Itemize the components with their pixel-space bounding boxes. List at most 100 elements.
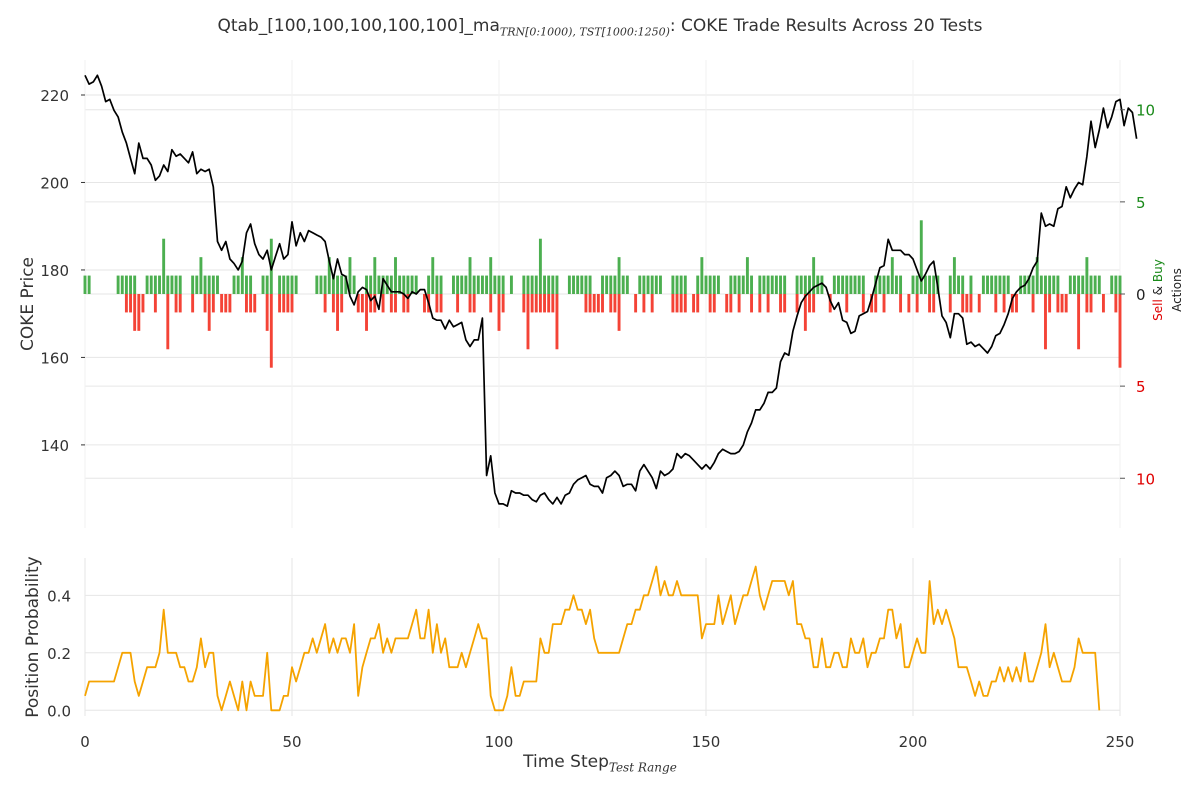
buy-bar [762, 275, 766, 294]
buy-bar [1097, 275, 1101, 294]
sell-bar [642, 294, 646, 313]
buy-bar [882, 275, 886, 294]
sell-bar [828, 294, 832, 313]
sell-bar [1077, 294, 1081, 350]
buy-bar [654, 275, 658, 294]
buy-bar [87, 275, 91, 294]
sell-bar [369, 294, 373, 313]
buy-bar [621, 275, 625, 294]
buy-bar [642, 275, 646, 294]
buy-bar [923, 275, 927, 294]
buy-bar [675, 275, 679, 294]
buy-bar [265, 275, 269, 294]
sell-bar [977, 294, 981, 313]
sell-bar [812, 294, 816, 313]
buy-bar [547, 275, 551, 294]
buy-bar [249, 275, 253, 294]
buy-bar [679, 275, 683, 294]
buy-bar [1039, 275, 1043, 294]
sell-bar [141, 294, 145, 313]
buy-bar [538, 238, 542, 294]
buy-bar [981, 275, 985, 294]
sell-bar [803, 294, 807, 331]
buy-bar [203, 275, 207, 294]
sell-bar [1089, 294, 1093, 313]
sell-bar [220, 294, 224, 313]
sell-bar [265, 294, 269, 331]
sell-bar [137, 294, 141, 331]
buy-bar [340, 275, 344, 294]
buy-bar [211, 275, 215, 294]
buy-bar [1019, 275, 1023, 294]
buy-bar [605, 275, 609, 294]
sell-bar [191, 294, 195, 313]
price-actions-panel: 140 160 180 200 220 10 5 0 5 10 COKE Price Sell & B… [18, 60, 1184, 528]
sell-bar [133, 294, 137, 331]
sell-bar [948, 294, 952, 313]
buy-bar [394, 257, 397, 294]
sell-bar [178, 294, 182, 313]
sell-bar [1064, 294, 1068, 313]
buy-bar [886, 275, 890, 294]
buy-bar [468, 257, 472, 294]
chart-title-subscript: TRN[0:1000), TST[1000:1250) [499, 25, 670, 39]
sell-bar [588, 294, 592, 313]
probability-tick-label: 0.2 [47, 645, 71, 663]
sell-bar [282, 294, 286, 313]
buy-bar [373, 257, 377, 294]
sell-bar [1085, 294, 1089, 313]
x-tick-label: 100 [485, 733, 514, 751]
buy-bar [1048, 275, 1052, 294]
buy-bar [832, 275, 836, 294]
sell-bar [245, 294, 248, 313]
buy-bar [534, 275, 538, 294]
buy-bar [464, 275, 468, 294]
sell-bar [795, 294, 799, 313]
buy-bar [650, 275, 654, 294]
sell-bar [129, 294, 132, 313]
buy-bar [315, 275, 319, 294]
sell-bar [124, 294, 128, 313]
buy-bar [957, 275, 960, 294]
buy-bar [712, 275, 716, 294]
buy-bar [240, 257, 244, 294]
buy-bar [476, 275, 480, 294]
buy-bar [857, 275, 861, 294]
sell-bar [323, 294, 327, 313]
buy-bar [166, 275, 170, 294]
buy-bar [129, 275, 132, 294]
sell-bar [166, 294, 170, 350]
buy-bar [207, 275, 211, 294]
buy-bar [402, 275, 406, 294]
sell-bar [965, 294, 969, 313]
sell-bar [675, 294, 679, 313]
buy-bar [853, 275, 857, 294]
sell-bar [584, 294, 588, 313]
buy-bar [737, 275, 741, 294]
buy-bar [551, 275, 555, 294]
sell-bar [497, 294, 501, 331]
buy-bar [617, 257, 621, 294]
buy-bar [439, 275, 443, 294]
probability-tick-label: 0.0 [47, 702, 71, 720]
sell-bar [729, 294, 733, 313]
sell-bar [290, 294, 294, 313]
sell-bar [874, 294, 878, 313]
sell-bar [153, 294, 157, 313]
sell-bar [861, 294, 865, 313]
buy-bar [369, 275, 373, 294]
sell-bar [634, 294, 638, 313]
sell-bar [1002, 294, 1006, 313]
x-axis-label-subscript: Test Range [608, 760, 677, 775]
buy-label: Buy [1151, 259, 1165, 282]
buy-bar [427, 275, 431, 294]
price-tick-label: 200 [40, 174, 69, 192]
chart-title: Qtab_[100,100,100,100,100]_maTRN[0:1000)… [0, 16, 1200, 38]
buy-bar [431, 257, 435, 294]
x-tick-label: 150 [692, 733, 721, 751]
buy-bar [799, 275, 803, 294]
sell-bar [456, 294, 460, 313]
sell-bar [207, 294, 211, 331]
sell-label: Sell [1151, 299, 1165, 321]
x-axis-label: Time StepTest Range [0, 752, 1200, 774]
